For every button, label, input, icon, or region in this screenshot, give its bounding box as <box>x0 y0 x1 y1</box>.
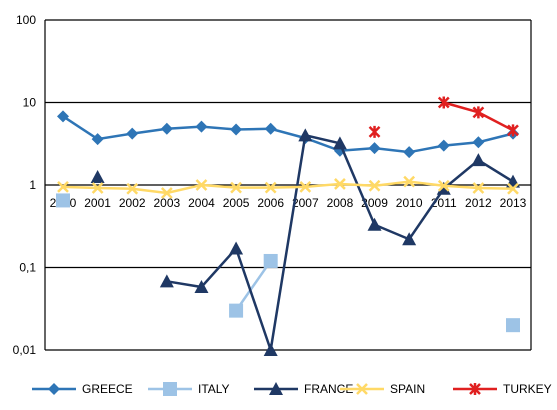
greece-point <box>472 136 485 149</box>
spain-point <box>195 179 208 191</box>
france-point <box>436 181 451 195</box>
france-point <box>402 232 417 246</box>
legend: GREECE ITALY FRANCE SPAIN TURKEY <box>32 382 552 396</box>
france-point <box>367 217 382 231</box>
greece-point <box>195 120 208 133</box>
legend-marker <box>356 383 368 395</box>
spain-point <box>334 178 346 190</box>
france-point <box>263 343 278 356</box>
spain-point <box>230 181 242 194</box>
legend-marker <box>48 383 60 395</box>
greece-point <box>57 110 69 123</box>
legend-marker <box>469 383 481 395</box>
series-france <box>90 128 520 356</box>
x-tick-label: 2003 <box>153 196 180 210</box>
greece-point <box>126 127 139 140</box>
legend-item-france: FRANCE <box>254 382 353 396</box>
legend-item-turkey: TURKEY <box>453 382 552 396</box>
greece-point <box>368 142 381 155</box>
greece-point <box>230 123 243 136</box>
spain-point <box>368 179 381 192</box>
italy-point <box>56 193 70 208</box>
spain-point <box>299 180 312 193</box>
turkey-point <box>472 106 485 119</box>
spain-point <box>437 179 450 192</box>
greece-point <box>403 146 416 159</box>
france-point <box>229 241 244 255</box>
turkey-point <box>437 96 450 109</box>
y-tick-label: 10 <box>23 96 37 110</box>
france-point <box>90 170 105 184</box>
legend-label: GREECE <box>82 382 133 396</box>
legend-item-spain: SPAIN <box>340 382 425 396</box>
turkey-point <box>368 125 381 138</box>
legend-marker <box>163 382 177 396</box>
spain-line <box>62 180 514 195</box>
turkey-point <box>507 124 519 137</box>
spain-point <box>507 182 519 195</box>
grid-lines <box>44 19 532 351</box>
y-axis-ticks: 100 10 1 0,1 0,01 <box>13 13 37 357</box>
spain-point <box>160 187 173 199</box>
legend-label: TURKEY <box>503 382 552 396</box>
greece-line <box>62 115 514 154</box>
legend-marker <box>269 382 283 395</box>
france-point <box>194 280 209 294</box>
x-tick-label: 2010 <box>396 196 423 210</box>
x-tick-label: 2007 <box>292 196 319 210</box>
series-italy <box>56 193 520 333</box>
series-turkey <box>368 96 519 138</box>
legend-label: FRANCE <box>304 382 353 396</box>
france-point <box>159 274 174 288</box>
series-layer <box>56 96 520 356</box>
spain-point <box>57 180 69 193</box>
series-spain <box>57 175 519 199</box>
italy-line <box>235 260 272 312</box>
spain-point <box>126 182 139 195</box>
legend-item-greece: GREECE <box>32 382 133 396</box>
y-tick-label: 0,1 <box>19 261 36 275</box>
spain-point <box>472 182 485 194</box>
x-tick-label: 2001 <box>84 196 111 210</box>
x-tick-label: 2002 <box>119 196 146 210</box>
france-point <box>332 136 347 150</box>
spain-point <box>403 175 416 188</box>
y-tick-label: 0,01 <box>13 343 37 357</box>
x-tick-label: 2013 <box>500 196 527 210</box>
x-tick-label: 2004 <box>188 196 215 210</box>
y-tick-label: 100 <box>16 13 36 27</box>
greece-point <box>437 139 450 152</box>
x-tick-label: 2005 <box>223 196 250 210</box>
italy-point <box>229 303 244 318</box>
legend-item-italy: ITALY <box>148 382 230 396</box>
france-point <box>471 153 486 167</box>
legend-label: ITALY <box>198 382 230 396</box>
italy-point <box>263 253 278 268</box>
legend-label: SPAIN <box>390 382 425 396</box>
x-tick-label: 2012 <box>465 196 492 210</box>
spain-point <box>264 181 277 194</box>
greece-point <box>264 122 277 135</box>
france-point <box>298 128 313 142</box>
x-tick-label: 2008 <box>327 196 354 210</box>
greece-point <box>91 133 104 146</box>
x-tick-label: 2006 <box>257 196 284 210</box>
spain-point <box>91 182 104 194</box>
greece-point <box>160 122 173 135</box>
italy-point <box>506 318 520 333</box>
y-tick-label: 1 <box>29 178 36 192</box>
